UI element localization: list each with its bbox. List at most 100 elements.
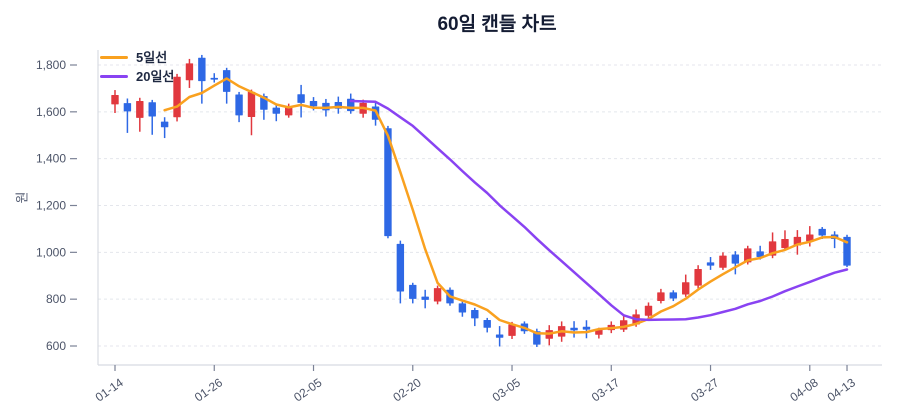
- candle-body: [297, 94, 305, 103]
- candle[interactable]: [396, 240, 405, 304]
- candle[interactable]: [148, 99, 156, 135]
- candle-body: [272, 107, 280, 114]
- candle[interactable]: [421, 289, 429, 309]
- candle-body: [123, 103, 132, 112]
- chart-title: 60일 캔들 차트: [437, 14, 557, 35]
- candle-body: [781, 238, 789, 249]
- legend-label-ma5: 5일선: [136, 50, 168, 65]
- candle[interactable]: [533, 328, 541, 347]
- x-tick-label: 01-26: [192, 375, 225, 404]
- x-tick-label: 01-14: [93, 375, 126, 404]
- candle-body: [198, 57, 206, 82]
- candle-body: [384, 128, 392, 237]
- x-tick-label: 02-20: [390, 375, 423, 404]
- candle[interactable]: [570, 321, 578, 338]
- candle-body: [706, 262, 715, 266]
- candle-body: [185, 63, 194, 81]
- candle[interactable]: [471, 307, 479, 327]
- candle[interactable]: [334, 96, 343, 114]
- candle-body: [595, 329, 603, 335]
- candle-body: [396, 243, 405, 292]
- candle[interactable]: [384, 125, 392, 239]
- candle-body: [247, 91, 256, 117]
- candle[interactable]: [644, 302, 653, 318]
- candle[interactable]: [222, 67, 231, 104]
- candle[interactable]: [433, 285, 442, 305]
- candle[interactable]: [284, 103, 293, 118]
- candle-body: [284, 106, 293, 116]
- x-tick-label: 02-05: [291, 375, 324, 404]
- candle-body: [657, 292, 665, 302]
- candle[interactable]: [173, 73, 181, 122]
- candle[interactable]: [347, 93, 355, 114]
- candle[interactable]: [694, 265, 702, 289]
- candle[interactable]: [582, 320, 591, 339]
- y-tick-label: 800: [46, 292, 66, 306]
- candle[interactable]: [806, 226, 814, 247]
- candle[interactable]: [483, 317, 491, 333]
- candle-body: [719, 255, 727, 268]
- candle[interactable]: [830, 231, 839, 249]
- candle-body: [731, 254, 740, 264]
- candle[interactable]: [781, 230, 789, 251]
- ma20-line-swatch: [100, 75, 128, 78]
- candle-body: [222, 70, 231, 92]
- candle[interactable]: [409, 282, 417, 304]
- candle-body: [210, 77, 218, 80]
- candle[interactable]: [669, 290, 678, 302]
- candle-body: [173, 76, 181, 118]
- y-tick-label: 1,800: [36, 58, 66, 72]
- candle[interactable]: [235, 91, 243, 123]
- candle-body: [309, 101, 318, 107]
- candle[interactable]: [545, 325, 553, 346]
- candle-body: [508, 324, 516, 336]
- candle[interactable]: [247, 89, 256, 136]
- candle-body: [483, 320, 491, 328]
- y-tick-label: 1,200: [36, 199, 66, 213]
- candle-body: [433, 288, 442, 302]
- candle-body: [458, 303, 467, 313]
- x-tick-label: 04-08: [787, 375, 820, 404]
- ma-line-5[interactable]: [163, 77, 849, 335]
- legend-item-ma5[interactable]: 5일선: [100, 49, 174, 66]
- candle-body: [235, 94, 243, 116]
- candle[interactable]: [111, 90, 119, 114]
- candle[interactable]: [123, 98, 132, 133]
- x-tick-label: 03-05: [490, 375, 523, 404]
- candle-body: [682, 282, 690, 295]
- candle[interactable]: [843, 234, 851, 268]
- candle[interactable]: [731, 251, 740, 275]
- candle[interactable]: [160, 117, 169, 139]
- legend-label-ma20: 20일선: [136, 69, 175, 84]
- candle-body: [570, 327, 578, 331]
- candle[interactable]: [297, 84, 305, 118]
- candle[interactable]: [657, 288, 665, 304]
- candle[interactable]: [706, 257, 715, 270]
- y-tick-label: 1,600: [36, 105, 66, 119]
- candle[interactable]: [682, 274, 690, 297]
- candle-body: [148, 102, 156, 117]
- candle-body: [111, 94, 119, 105]
- legend-item-ma20[interactable]: 20일선: [100, 68, 174, 85]
- ma-line-20[interactable]: [349, 99, 849, 322]
- candle-body: [582, 326, 591, 330]
- candle-body: [644, 305, 653, 316]
- candle[interactable]: [793, 230, 802, 255]
- candle[interactable]: [272, 104, 280, 122]
- candle-body: [136, 101, 144, 118]
- candle[interactable]: [198, 54, 206, 104]
- candle-body: [471, 309, 479, 319]
- candle-body: [421, 296, 429, 300]
- candle[interactable]: [210, 73, 218, 83]
- candle-body: [694, 268, 702, 286]
- candle[interactable]: [495, 326, 504, 347]
- candle-body: [409, 284, 417, 299]
- legend: 5일선 20일선: [100, 49, 174, 85]
- candle[interactable]: [136, 97, 144, 132]
- candle-body: [669, 292, 678, 299]
- candle-body: [160, 121, 169, 128]
- candle[interactable]: [185, 58, 194, 88]
- candle[interactable]: [719, 252, 727, 270]
- candle[interactable]: [458, 300, 467, 317]
